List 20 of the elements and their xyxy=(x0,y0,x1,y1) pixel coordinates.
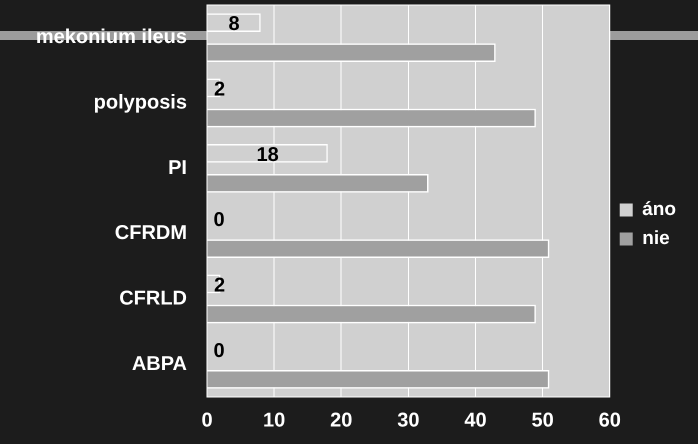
x-tick-label: 60 xyxy=(598,410,621,432)
data-label: 18 xyxy=(256,144,279,166)
data-label: 0 xyxy=(213,340,225,362)
data-label: 2 xyxy=(214,274,226,296)
x-tick-label: 40 xyxy=(464,410,487,432)
x-tick-label: 20 xyxy=(330,410,352,432)
legend-label: áno xyxy=(642,199,676,220)
y-tick-label: polyposis xyxy=(94,92,187,114)
y-tick-label: PI xyxy=(168,156,187,179)
data-label: 2 xyxy=(214,78,226,100)
data-label: 0 xyxy=(213,209,225,232)
data-label: 8 xyxy=(228,13,240,36)
y-tick-label: ABPA xyxy=(132,352,187,375)
y-tick-label: CFRLD xyxy=(119,288,187,310)
x-tick-label: 30 xyxy=(397,410,420,432)
x-tick-label: 10 xyxy=(262,410,286,432)
x-tick-label: 0 xyxy=(201,410,213,432)
legend-label: nie xyxy=(642,228,670,250)
y-tick-label: CFRDM xyxy=(114,222,187,244)
x-tick-label: 50 xyxy=(531,410,554,432)
